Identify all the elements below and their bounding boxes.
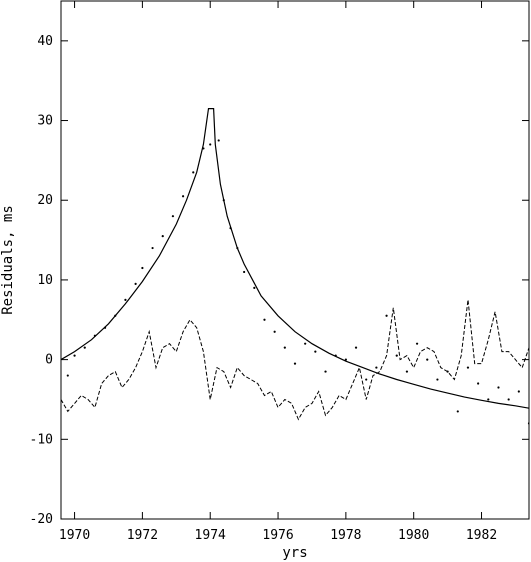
series-point-dotted	[405, 370, 409, 373]
series-point-dotted	[222, 199, 225, 202]
series-point-dotted	[497, 386, 500, 389]
x-axis-label: yrs	[282, 545, 307, 561]
series-point-dotted	[293, 362, 297, 365]
x-tick-label: 1974	[195, 528, 226, 543]
series-point-dotted	[527, 422, 529, 425]
series-point-dotted	[217, 139, 220, 142]
y-tick-label: 20	[37, 193, 53, 208]
series-point-dotted	[456, 410, 459, 413]
series-layer	[61, 107, 529, 425]
series-point-dotted	[103, 326, 107, 329]
series-point-dotted	[161, 234, 164, 238]
series-point-dotted	[395, 354, 398, 357]
y-axis-label: Residuals, ms	[0, 205, 16, 315]
series-point-dotted	[334, 354, 337, 357]
series-point-dotted	[229, 227, 232, 230]
y-tick-label: -10	[30, 432, 53, 447]
ticks-layer: 1970 1972 1974 1976 1978 1980 1982 -20 -10 0 10 20 3…	[30, 1, 529, 543]
series-point-dotted	[263, 318, 266, 321]
series-point-dotted	[141, 266, 144, 270]
series-point-dotted	[385, 314, 388, 317]
y-tick-label: -20	[30, 512, 53, 527]
series-point-dotted	[243, 270, 246, 274]
series-point-dotted	[426, 358, 429, 361]
y-tick-label: 30	[37, 114, 53, 129]
series-point-dotted	[365, 378, 368, 381]
series-point-dotted	[304, 342, 307, 345]
series-point-dotted	[314, 350, 317, 353]
series-line-dashed	[61, 299, 529, 421]
series-point-dotted	[202, 147, 205, 150]
series-point-dotted	[415, 342, 419, 345]
series-point-dotted	[517, 390, 520, 393]
series-point-dotted	[209, 143, 212, 146]
series-point-dotted	[192, 171, 195, 174]
series-point-dotted	[283, 346, 286, 349]
series-point-dotted	[134, 282, 137, 286]
series-point-dotted	[324, 370, 327, 373]
series-point-dotted	[73, 354, 76, 357]
y-tick-label: 40	[37, 34, 53, 49]
x-tick-label: 1970	[59, 528, 90, 543]
series-point-dotted	[93, 334, 97, 337]
series-group	[61, 107, 529, 425]
x-tick-label: 1978	[330, 528, 361, 543]
series-point-dotted	[436, 378, 439, 381]
series-point-dotted	[466, 366, 470, 369]
series-point-dotted	[66, 374, 69, 377]
plot-area	[60, 0, 530, 520]
plot-frame	[60, 0, 530, 520]
series-line-solid	[61, 107, 529, 409]
y-tick-label: 10	[37, 273, 53, 288]
x-tick-label: 1982	[466, 528, 497, 543]
series-point-dotted	[477, 382, 480, 385]
series-point-dotted	[344, 358, 347, 361]
x-tick-label: 1972	[127, 528, 158, 543]
x-tick-label: 1980	[398, 528, 429, 543]
series-point-dotted	[487, 398, 490, 401]
x-tick-label: 1976	[262, 528, 293, 543]
series-point-dotted	[354, 346, 358, 349]
series-point-dotted	[236, 246, 239, 250]
series-point-dotted	[114, 314, 117, 317]
series-point-dotted	[171, 215, 175, 218]
series-point-dotted	[446, 370, 449, 373]
y-tick-label: 0	[45, 353, 53, 368]
series-point-dotted	[151, 246, 154, 250]
series-point-dotted	[83, 346, 86, 349]
series-point-dotted	[507, 398, 510, 401]
series-point-dotted	[124, 298, 127, 301]
series-point-dotted	[375, 366, 378, 369]
series-point-dotted	[181, 195, 185, 198]
series-point-dotted	[273, 330, 276, 333]
series-point-dotted	[253, 286, 256, 289]
